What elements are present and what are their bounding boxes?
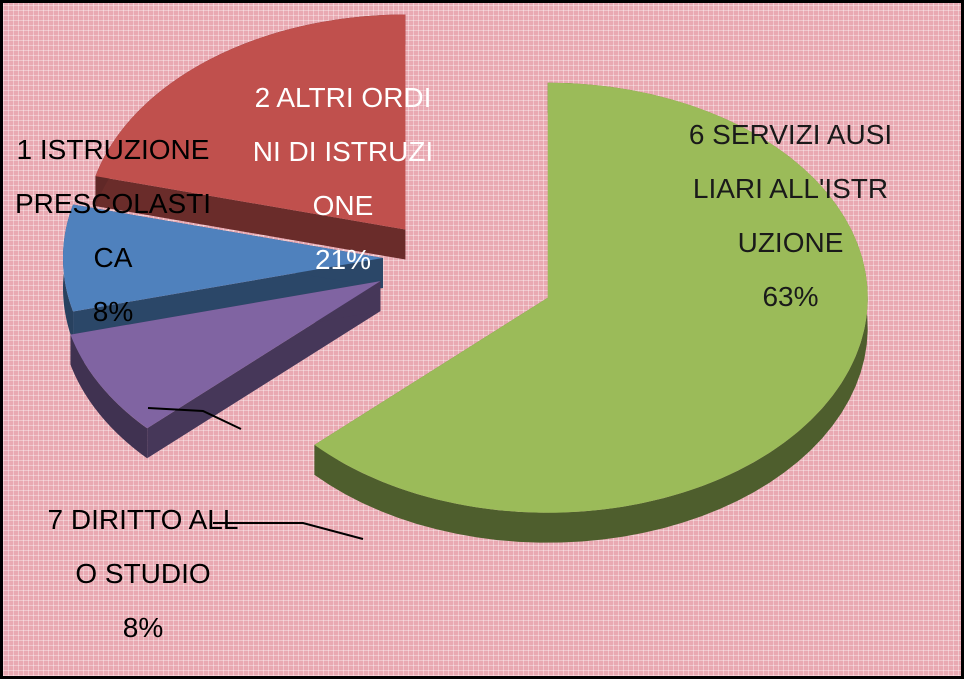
- slice: [62, 204, 383, 312]
- category-label: 1 ISTRUZIONE PRESCOLASTICA: [14, 134, 212, 273]
- value-label: 21%: [314, 244, 372, 275]
- category-label: 6 SERVIZI AUSILIARI ALL'ISTRUZIONE: [688, 119, 893, 258]
- leader-line: [147, 407, 242, 430]
- data-label: 7 DIRITTO ALLO STUDIO 8%: [38, 493, 248, 655]
- slices: [62, 14, 868, 543]
- slice: [70, 281, 381, 429]
- category-label: 2 ALTRI ORDINI DI ISTRUZIONE: [252, 82, 434, 221]
- slice-side: [95, 176, 406, 260]
- slice-side: [73, 258, 383, 342]
- slice: [95, 14, 406, 230]
- slice-side: [314, 82, 868, 543]
- category-label: 7 DIRITTO ALLO STUDIO: [47, 504, 239, 589]
- value-label: 8%: [122, 612, 164, 643]
- data-label: 1 ISTRUZIONE PRESCOLASTICA 8%: [8, 123, 218, 339]
- data-label: 6 SERVIZI AUSILIARI ALL'ISTRUZIONE 63%: [683, 108, 898, 324]
- pie-area: [62, 14, 868, 543]
- leader-line: [213, 522, 364, 540]
- data-label: 2 ALTRI ORDINI DI ISTRUZIONE 21%: [248, 71, 438, 287]
- value-label: 63%: [762, 281, 819, 312]
- slice: [314, 82, 868, 513]
- value-label: 8%: [92, 296, 134, 327]
- slice-side: [70, 334, 148, 459]
- slice-side: [147, 281, 381, 459]
